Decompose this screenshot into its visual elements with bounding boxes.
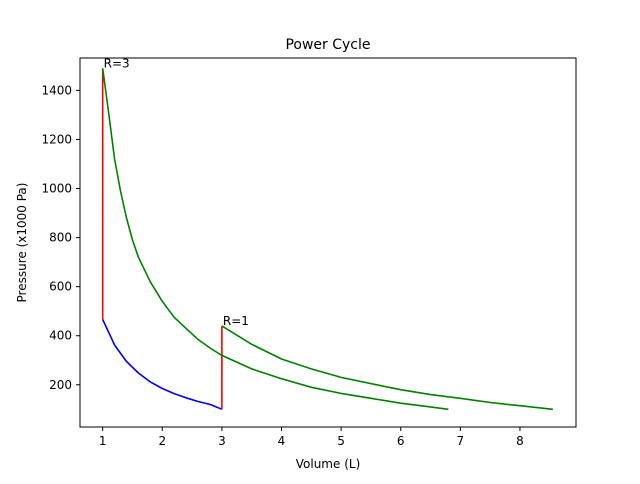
x-tick-label: 6: [397, 434, 405, 448]
series-line-5: [221, 325, 553, 411]
y-tick-label: 600: [49, 280, 72, 294]
plot-layer: R=3 R=1: [101, 56, 553, 411]
x-tick-label: 5: [337, 434, 345, 448]
y-tick-label: 1200: [41, 132, 72, 146]
series-line-1: [101, 319, 223, 411]
y-axis-label: Pressure (x1000 Pa): [15, 183, 29, 303]
x-tick-label: 8: [516, 434, 524, 448]
x-tick-label: 1: [99, 434, 107, 448]
tick-layer: 1 2 3 4 5 6 7 8 200 400 600 800 1000 1200 1400: [41, 83, 523, 448]
y-tick-label: 200: [49, 378, 72, 392]
x-tick-label: 3: [218, 434, 226, 448]
x-axis-label: Volume (L): [296, 457, 361, 471]
x-tick-label: 4: [278, 434, 286, 448]
annotation-label: R=3: [104, 56, 130, 70]
x-tick-label: 2: [158, 434, 166, 448]
chart-title: Power Cycle: [285, 37, 370, 53]
y-tick-label: 1400: [41, 83, 72, 97]
y-tick-label: 800: [49, 231, 72, 245]
x-tick-label: 7: [457, 434, 465, 448]
y-tick-label: 400: [49, 329, 72, 343]
series-line-4: [101, 68, 449, 411]
annotation-label: R=1: [223, 314, 249, 328]
y-tick-label: 1000: [41, 182, 72, 196]
axes-frame: [79, 57, 577, 428]
